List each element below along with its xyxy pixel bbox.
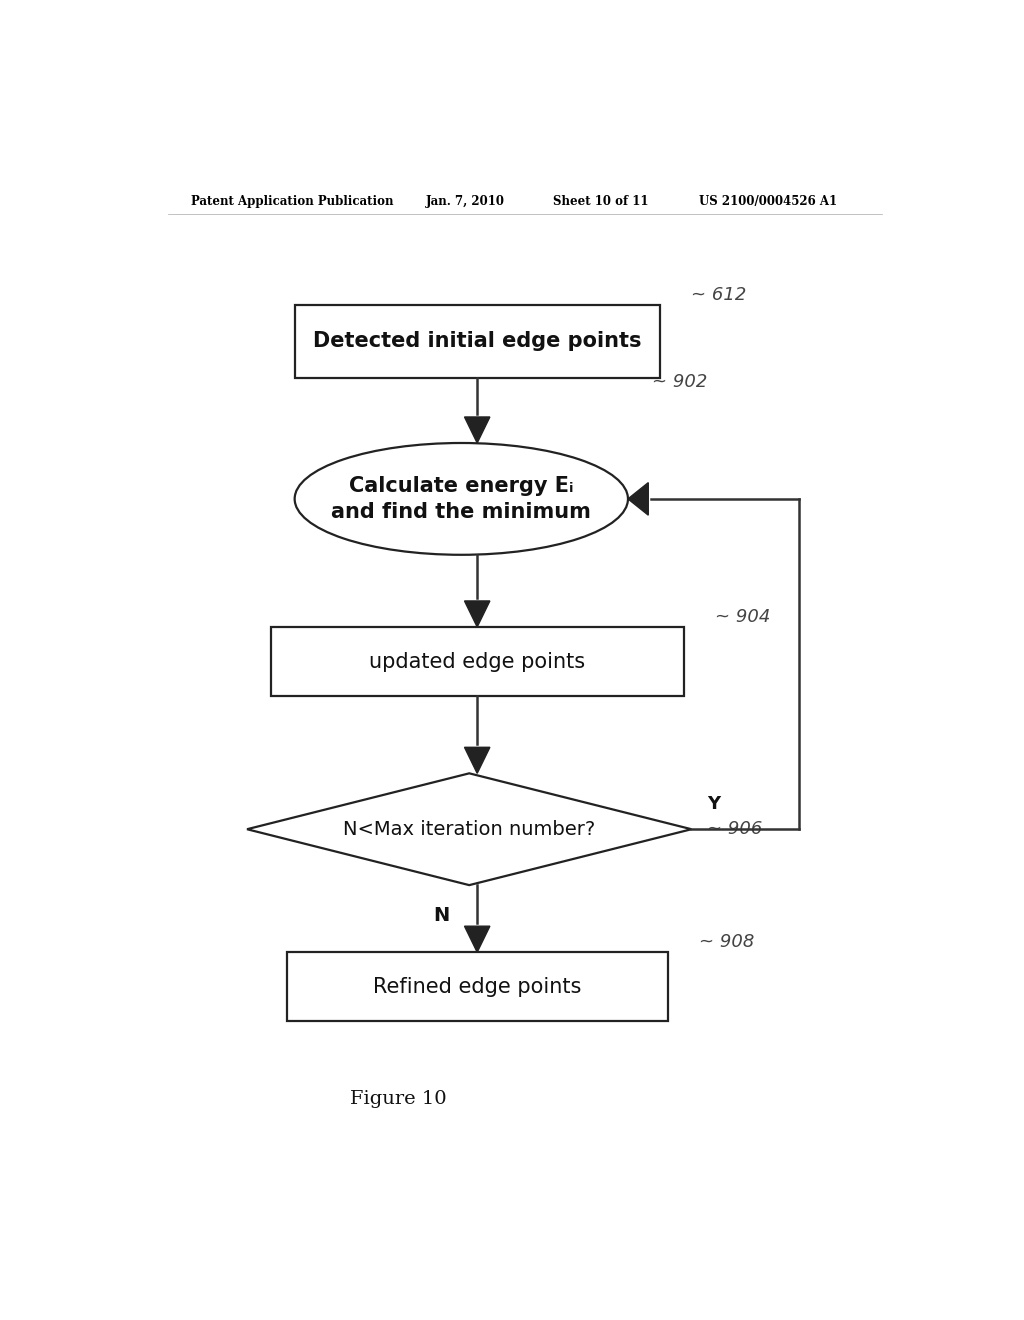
Text: Figure 10: Figure 10: [350, 1089, 446, 1107]
Polygon shape: [465, 601, 489, 627]
Text: ~ 908: ~ 908: [699, 933, 755, 950]
Text: Calculate energy Eᵢ
and find the minimum: Calculate energy Eᵢ and find the minimum: [332, 475, 591, 523]
Text: ~ 906: ~ 906: [708, 820, 763, 838]
Text: Patent Application Publication: Patent Application Publication: [191, 194, 394, 207]
Polygon shape: [465, 927, 489, 952]
Text: updated edge points: updated edge points: [369, 652, 586, 672]
Ellipse shape: [295, 444, 628, 554]
Text: N: N: [433, 906, 450, 925]
Polygon shape: [628, 483, 648, 515]
Text: ~ 612: ~ 612: [691, 285, 746, 304]
Text: Jan. 7, 2010: Jan. 7, 2010: [426, 194, 505, 207]
FancyBboxPatch shape: [295, 305, 659, 378]
Text: US 2100/0004526 A1: US 2100/0004526 A1: [699, 194, 838, 207]
Text: Sheet 10 of 11: Sheet 10 of 11: [553, 194, 648, 207]
Text: Y: Y: [708, 795, 721, 813]
Text: ~ 902: ~ 902: [652, 374, 708, 391]
Polygon shape: [465, 417, 489, 444]
Polygon shape: [465, 747, 489, 774]
Text: N<Max iteration number?: N<Max iteration number?: [343, 820, 595, 838]
FancyBboxPatch shape: [287, 952, 668, 1022]
Text: ~ 904: ~ 904: [715, 607, 771, 626]
Text: Refined edge points: Refined edge points: [373, 977, 582, 997]
Polygon shape: [247, 774, 691, 886]
Text: Detected initial edge points: Detected initial edge points: [313, 331, 641, 351]
FancyBboxPatch shape: [270, 627, 684, 696]
